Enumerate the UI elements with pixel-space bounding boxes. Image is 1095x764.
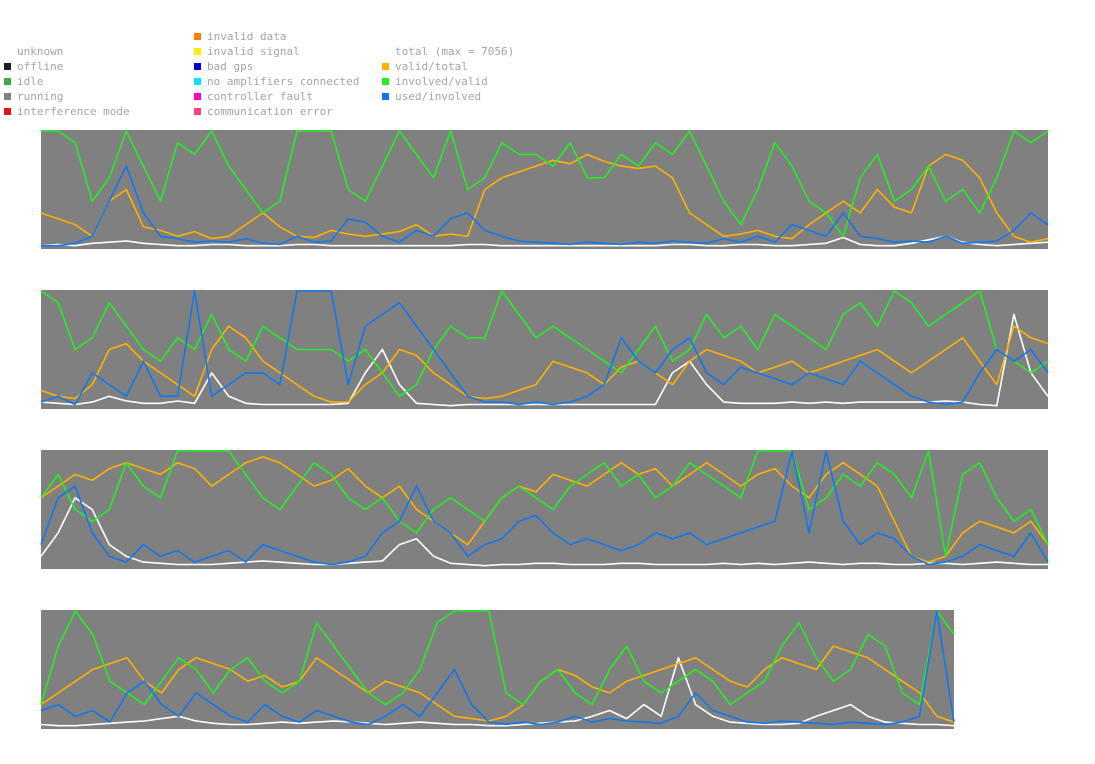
timeline-panel-3 (40, 450, 1049, 569)
series-line-involved-valid (40, 610, 955, 706)
legend-swatch (382, 93, 389, 100)
timeline-panel-2 (40, 290, 1049, 409)
series-line-used-involved (40, 610, 955, 726)
series-line-valid-total (40, 153, 1049, 243)
panel-background (41, 290, 1048, 409)
legend-label: unknown (17, 45, 64, 58)
legend-label: valid/total (395, 60, 468, 73)
legend-swatch (4, 108, 11, 115)
series-line-used-involved (41, 165, 1049, 247)
legend-swatch (4, 63, 11, 70)
legend-swatch (194, 48, 201, 55)
legend-swatch (194, 93, 201, 100)
legend-swatch (382, 78, 389, 85)
series-line-total (40, 235, 1049, 247)
legend-swatch (194, 108, 201, 115)
legend-label: total (max = 7056) (395, 45, 515, 58)
series-line-involved-valid (40, 450, 1049, 558)
panel-background (41, 450, 1048, 569)
legend-swatch (382, 63, 389, 70)
series-line-valid-total (40, 456, 1049, 563)
legend-swatch (194, 33, 201, 40)
legend-swatch (194, 63, 201, 70)
series-line-used-involved (40, 450, 1049, 566)
panel-background (41, 130, 1048, 249)
series-line-used-involved (40, 290, 1049, 406)
legend-label: used/involved (395, 90, 482, 103)
series-line-valid-total (40, 645, 955, 723)
legend-label: no amplifiers connected (207, 75, 360, 88)
legend-swatch (4, 93, 11, 100)
legend-label: invalid data (207, 30, 287, 43)
legend-label: bad gps (207, 60, 254, 73)
series-line-total (40, 496, 1048, 567)
series-line-involved-valid (40, 290, 1049, 398)
legend-label: interference mode (17, 105, 130, 118)
legend-label: idle (17, 75, 44, 88)
timeline-panel-4 (40, 610, 955, 729)
legend-label: controller fault (207, 90, 313, 103)
legend-label: running (17, 90, 64, 103)
legend-label: offline (17, 60, 64, 73)
series-line-valid-total (40, 325, 1049, 403)
legend-swatch (194, 78, 201, 85)
legend-label: involved/valid (395, 75, 488, 88)
legend-label: communication error (207, 105, 333, 118)
legend-label: invalid signal (207, 45, 300, 58)
series-line-involved-valid (41, 130, 1049, 238)
legend-swatch (4, 78, 11, 85)
timeline-panel-1 (40, 130, 1049, 249)
